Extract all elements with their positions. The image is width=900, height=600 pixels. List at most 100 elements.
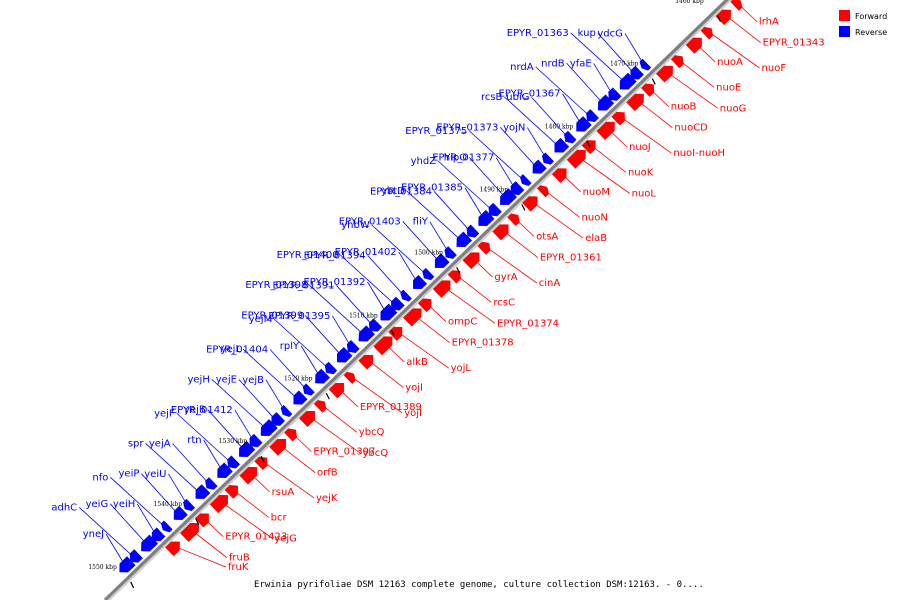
forward-gene-label: yojI: [404, 408, 422, 419]
gene-arrow: [400, 289, 412, 302]
forward-gene-label: nuoCD: [674, 123, 708, 134]
gene-arrow: [328, 382, 345, 399]
genome-caption: Erwinia pyrifoliae DSM 12163 complete ge…: [254, 580, 704, 590]
scale-tick-label: 1490 kbp: [480, 187, 509, 194]
reverse-gene-label: EPYR_01398: [245, 280, 307, 291]
gene-arrow: [521, 196, 538, 212]
scale-tick-mark: [456, 267, 461, 274]
gene-arrow: [205, 477, 218, 490]
leader-line: [336, 285, 375, 328]
reverse-gene-label: EPYR_01400: [277, 250, 339, 261]
leader-line: [396, 330, 449, 369]
leader-line: [437, 160, 495, 213]
leader-line: [172, 443, 211, 486]
gene-arrow: [576, 116, 592, 132]
gene-arrow: [358, 354, 374, 370]
scale-ticks: 1460 kbp 1470 kbp 1480 kbp 1490 kbp 1500 kbp…: [88, 0, 722, 589]
gene-arrow: [507, 213, 520, 227]
gene-arrow: [566, 149, 586, 169]
forward-gene-label: EPYR_01374: [497, 318, 559, 329]
gene-arrow: [239, 466, 258, 485]
forward-gene-label: ybcQ: [359, 427, 385, 438]
gene-arrow: [581, 140, 596, 155]
forward-gene-label: bcr: [271, 512, 288, 523]
reverse-gene-label: nrdA: [510, 62, 534, 73]
forward-gene-label: yojL: [451, 363, 472, 374]
leader-line: [433, 191, 473, 234]
leader-line: [304, 315, 344, 358]
leader-line: [78, 507, 136, 559]
forward-gene-label: EPYR_01378: [452, 338, 514, 349]
gene-arrow: [626, 93, 644, 112]
scale-tick-mark: [390, 329, 395, 337]
reverse-gene-label: nrdB: [541, 58, 565, 69]
leader-line: [269, 349, 309, 392]
forward-gene-label: alkB: [406, 357, 428, 368]
reverse-gene-label: nfo: [92, 472, 108, 483]
scale-tick-mark: [325, 392, 330, 400]
reverse-gene-label: yeiH: [113, 499, 135, 510]
leader-line: [371, 224, 429, 277]
leader-line: [211, 379, 269, 431]
leader-line: [535, 66, 592, 119]
forward-gene-label: nuoJ: [629, 142, 651, 153]
gene-arrow: [368, 318, 383, 332]
leader-line: [232, 489, 269, 518]
scale-tick-mark: [195, 518, 200, 526]
forward-gene-label: EPYR_01423: [225, 532, 287, 543]
gene-arrow: [519, 174, 532, 186]
reverse-gene-label: yejM: [249, 314, 272, 325]
leader-line: [577, 156, 630, 194]
reverse-gene-label: spr: [128, 438, 145, 449]
reverse-gene-label: EPYR_01395: [268, 311, 330, 322]
reverse-gene-label: EPYR_01404: [206, 344, 268, 355]
scale-tick-mark: [130, 581, 135, 589]
leader-line: [110, 476, 167, 529]
backbone-line: [103, 0, 730, 600]
gene-arrow: [422, 267, 435, 281]
leader-line: [238, 379, 278, 422]
gene-arrow: [596, 121, 615, 141]
reverse-gene-label: yneJ: [83, 529, 104, 540]
gene-arrow: [417, 298, 432, 313]
scale-tick-label: 1480 kbp: [545, 124, 574, 131]
gene-arrow: [477, 241, 491, 255]
gene-arrow: [129, 549, 143, 563]
forward-gene-label: nuoE: [716, 82, 741, 93]
forward-gene-label: ybcQ: [362, 448, 388, 459]
forward-gene-label: cinA: [539, 278, 561, 289]
reverse-gene-label: rtn: [187, 435, 201, 446]
forward-gene-label: fruB: [229, 553, 250, 564]
gene-arrow: [536, 185, 549, 198]
gene-arrow: [685, 37, 702, 54]
leader-line: [501, 229, 539, 258]
leader-line: [531, 96, 570, 140]
reverse-gene-label: EPYR_01391: [272, 280, 334, 291]
scale-tick-mark: [586, 141, 591, 148]
gene-arrow: [447, 270, 461, 284]
gene-arrow: [462, 252, 480, 270]
forward-gene-label: nuoL: [632, 188, 657, 199]
reverse-gene-label: EPYR_01375: [405, 126, 467, 137]
gene-arrow: [608, 87, 622, 101]
reverse-gene-label: kup: [578, 28, 596, 39]
reverse-gene-label: ybtD: [381, 186, 405, 197]
gene-arrow: [670, 55, 684, 69]
gene-arrow: [551, 168, 567, 184]
legend-reverse-label: Reverse: [855, 28, 887, 37]
gene-arrow: [302, 383, 315, 396]
leader-line: [173, 545, 227, 568]
gene-arrow: [413, 274, 428, 290]
gene-arrow: [254, 456, 268, 471]
reverse-gene-label: yejB: [242, 375, 264, 386]
gene-arrow: [119, 556, 136, 573]
reverse-gene-label: yojN: [503, 123, 525, 134]
reverse-gene-label: EPYR_01384: [370, 186, 432, 197]
gene-arrow: [283, 428, 297, 442]
gene-arrow: [402, 308, 422, 327]
forward-gene-label: otsA: [536, 232, 558, 243]
forward-gene-label: nuoN: [582, 212, 608, 223]
gene-arrow: [492, 224, 509, 241]
